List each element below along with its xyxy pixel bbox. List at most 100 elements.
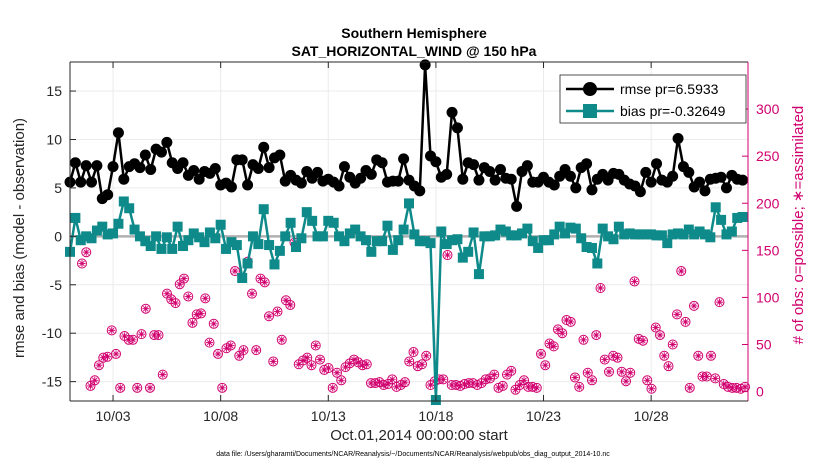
obs-possible-marker bbox=[714, 297, 725, 308]
obs-assimilated-marker bbox=[478, 379, 485, 387]
x-tick-label: 10/23 bbox=[526, 408, 561, 424]
obs-assimilated-marker bbox=[265, 312, 273, 320]
obs-possible-marker bbox=[187, 317, 198, 328]
chart-title-line2: SAT_HORIZONTAL_WIND @ 150 hPa bbox=[292, 43, 537, 59]
y-tick-label-right: 300 bbox=[756, 101, 780, 117]
obs-assimilated-marker bbox=[648, 385, 655, 393]
bias-point bbox=[613, 221, 624, 232]
bias-point bbox=[495, 224, 506, 235]
obs-possible-marker bbox=[183, 291, 194, 302]
bias-point bbox=[86, 233, 97, 244]
obs-assimilated-marker bbox=[257, 275, 264, 283]
rmse-point bbox=[118, 173, 130, 185]
obs-assimilated-marker bbox=[733, 384, 740, 392]
obs-assimilated-marker bbox=[218, 384, 226, 392]
rmse-point bbox=[419, 59, 431, 71]
bias-point bbox=[619, 229, 630, 240]
rmse-point bbox=[333, 180, 345, 192]
obs-assimilated-marker bbox=[193, 310, 201, 318]
obs-assimilated-marker bbox=[660, 352, 668, 360]
bias-point bbox=[291, 241, 301, 252]
bias-point bbox=[215, 219, 226, 230]
bias-point bbox=[527, 236, 538, 247]
obs-possible-marker bbox=[259, 277, 270, 288]
bias-point bbox=[274, 245, 285, 256]
rmse-point bbox=[715, 171, 727, 183]
rmse-point bbox=[258, 141, 270, 153]
bias-point bbox=[651, 230, 662, 241]
obs-assimilated-marker bbox=[601, 356, 609, 364]
obs-assimilated-marker bbox=[363, 360, 371, 368]
bias-point bbox=[549, 229, 560, 240]
obs-assimilated-marker bbox=[516, 381, 524, 389]
obs-assimilated-marker bbox=[308, 361, 315, 369]
bias-point bbox=[355, 231, 366, 242]
obs-assimilated-marker bbox=[456, 382, 464, 390]
obs-assimilated-marker bbox=[703, 373, 711, 381]
y-tick-label-left: -15 bbox=[42, 374, 62, 390]
bias-point bbox=[646, 229, 657, 240]
obs-possible-marker bbox=[145, 382, 155, 393]
obs-assimilated-marker bbox=[427, 381, 434, 389]
rmse-point bbox=[581, 158, 593, 170]
obs-assimilated-marker bbox=[524, 383, 532, 391]
bias-point bbox=[188, 228, 199, 239]
bias-point bbox=[81, 231, 92, 242]
obs-possible-marker bbox=[625, 367, 636, 378]
obs-assimilated-marker bbox=[129, 336, 137, 344]
obs-assimilated-marker bbox=[592, 331, 600, 339]
bias-point bbox=[204, 227, 215, 238]
obs-assimilated-marker bbox=[393, 383, 400, 391]
bias-point bbox=[543, 235, 554, 246]
bias-point bbox=[673, 228, 684, 239]
obs-assimilated-marker bbox=[384, 380, 392, 388]
rmse-point bbox=[651, 158, 663, 170]
rmse-point bbox=[430, 156, 442, 168]
bias-point bbox=[178, 241, 188, 252]
bias-point bbox=[156, 243, 167, 254]
bias-point bbox=[522, 223, 533, 234]
bias-point bbox=[640, 229, 651, 240]
obs-assimilated-marker bbox=[550, 342, 558, 350]
rmse-point bbox=[586, 184, 598, 196]
obs-possible-marker bbox=[693, 350, 704, 361]
obs-possible-marker bbox=[213, 348, 223, 359]
obs-assimilated-marker bbox=[252, 346, 260, 354]
obs-assimilated-marker bbox=[397, 381, 405, 389]
bias-point bbox=[721, 229, 732, 240]
obs-assimilated-marker bbox=[261, 278, 269, 286]
obs-assimilated-marker bbox=[78, 260, 86, 268]
obs-possible-marker bbox=[81, 247, 92, 258]
obs-assimilated-marker bbox=[707, 352, 715, 360]
bias-point bbox=[247, 231, 258, 242]
obs-assimilated-marker bbox=[367, 379, 375, 387]
y-tick-label-left: 5 bbox=[54, 180, 62, 196]
y-tick-label-right: 100 bbox=[756, 289, 780, 305]
y-tick-label-left: -10 bbox=[42, 325, 62, 341]
bias-point bbox=[484, 231, 495, 242]
obs-assimilated-marker bbox=[240, 346, 247, 354]
obs-possible-marker bbox=[574, 381, 585, 392]
rmse-point bbox=[161, 136, 173, 148]
obs-assimilated-marker bbox=[575, 383, 583, 391]
obs-assimilated-marker bbox=[626, 369, 634, 377]
obs-possible-marker bbox=[489, 369, 500, 380]
obs-assimilated-marker bbox=[159, 371, 167, 379]
obs-possible-marker bbox=[557, 328, 568, 339]
rmse-point bbox=[548, 179, 560, 191]
rmse-point bbox=[645, 176, 657, 188]
bias-point bbox=[312, 231, 323, 242]
rmse-point bbox=[145, 164, 157, 176]
obs-assimilated-marker bbox=[133, 384, 141, 392]
obs-assimilated-marker bbox=[669, 341, 677, 348]
obs-possible-marker bbox=[442, 250, 453, 261]
obs-possible-marker bbox=[595, 283, 606, 293]
obs-assimilated-marker bbox=[618, 368, 626, 376]
bias-point bbox=[447, 235, 458, 246]
obs-possible-marker bbox=[306, 360, 317, 371]
obs-assimilated-marker bbox=[380, 381, 388, 389]
obs-assimilated-marker bbox=[728, 384, 736, 392]
obs-assimilated-marker bbox=[529, 383, 536, 391]
obs-assimilated-marker bbox=[155, 331, 162, 339]
obs-possible-marker bbox=[336, 375, 347, 386]
